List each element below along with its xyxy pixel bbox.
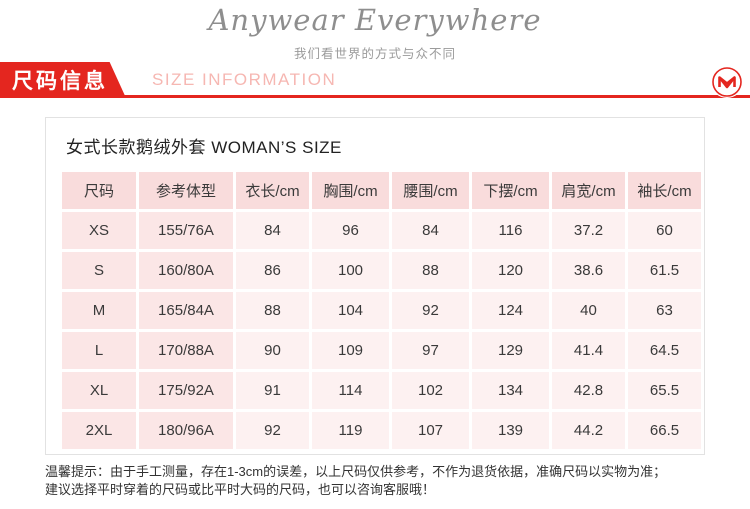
note-line-1: 温馨提示：由于手工测量，存在1-3cm的误差，以上尺码仅供参考，不作为退货依据，…: [45, 464, 667, 479]
cell-size: S: [62, 252, 136, 289]
cell-sleeve: 64.5: [628, 332, 701, 369]
cell-waist: 97: [392, 332, 469, 369]
table-row-s: S 160/80A 86 100 88 120 38.6 61.5: [62, 252, 701, 289]
cell-size: M: [62, 292, 136, 329]
header-shoulder: 肩宽/cm: [552, 172, 625, 209]
cell-body-type: 155/76A: [139, 212, 233, 249]
table-row-2xl: 2XL 180/96A 92 119 107 139 44.2 66.5: [62, 412, 701, 449]
size-table: 尺码 参考体型 衣长/cm 胸围/cm 腰围/cm 下摆/cm 肩宽/cm 袖长…: [59, 169, 704, 452]
cell-body-type: 160/80A: [139, 252, 233, 289]
table-row-xs: XS 155/76A 84 96 84 116 37.2 60: [62, 212, 701, 249]
cell-waist: 88: [392, 252, 469, 289]
cell-bust: 109: [312, 332, 389, 369]
cell-shoulder: 44.2: [552, 412, 625, 449]
cell-size: L: [62, 332, 136, 369]
brand-title: Anywear Everywhere: [208, 3, 542, 37]
cell-length: 90: [236, 332, 309, 369]
size-info-banner: 尺码信息 SIZE INFORMATION: [0, 62, 750, 98]
brand-subtitle: 我们看世界的方式与众不同: [293, 47, 456, 61]
cell-size: 2XL: [62, 412, 136, 449]
cell-bust: 100: [312, 252, 389, 289]
cell-waist: 107: [392, 412, 469, 449]
cell-body-type: 170/88A: [139, 332, 233, 369]
cell-hem: 129: [472, 332, 549, 369]
banner-title-cn: 尺码信息: [12, 70, 108, 93]
header-body-type: 参考体型: [139, 172, 233, 209]
cell-hem: 139: [472, 412, 549, 449]
cell-shoulder: 38.6: [552, 252, 625, 289]
header-size: 尺码: [62, 172, 136, 209]
header-waist: 腰围/cm: [392, 172, 469, 209]
cell-sleeve: 63: [628, 292, 701, 329]
cell-body-type: 175/92A: [139, 372, 233, 409]
cell-body-type: 180/96A: [139, 412, 233, 449]
cell-bust: 114: [312, 372, 389, 409]
cell-sleeve: 65.5: [628, 372, 701, 409]
header-length: 衣长/cm: [236, 172, 309, 209]
m-monogram-icon: [711, 66, 743, 98]
note-line-2: 建议选择平时穿着的尺码或比平时大码的尺码，也可以咨询客服哦！: [45, 481, 436, 497]
header-bust: 胸围/cm: [312, 172, 389, 209]
header-hem: 下摆/cm: [472, 172, 549, 209]
brand-header: Anywear Everywhere 我们看世界的方式与众不同: [0, 0, 750, 62]
cell-waist: 84: [392, 212, 469, 249]
cell-bust: 104: [312, 292, 389, 329]
header-sleeve: 袖长/cm: [628, 172, 701, 209]
cell-shoulder: 40: [552, 292, 625, 329]
cell-size: XS: [62, 212, 136, 249]
banner-badge: 尺码信息: [0, 62, 126, 98]
size-table-header-row: 尺码 参考体型 衣长/cm 胸围/cm 腰围/cm 下摆/cm 肩宽/cm 袖长…: [62, 172, 701, 209]
measurement-note: 温馨提示：由于手工测量，存在1-3cm的误差，以上尺码仅供参考，不作为退货依据，…: [45, 463, 735, 498]
cell-hem: 134: [472, 372, 549, 409]
cell-size: XL: [62, 372, 136, 409]
cell-sleeve: 66.5: [628, 412, 701, 449]
cell-shoulder: 37.2: [552, 212, 625, 249]
cell-length: 84: [236, 212, 309, 249]
cell-length: 92: [236, 412, 309, 449]
cell-sleeve: 60: [628, 212, 701, 249]
banner-title-en: SIZE INFORMATION: [152, 70, 337, 89]
cell-hem: 116: [472, 212, 549, 249]
cell-shoulder: 42.8: [552, 372, 625, 409]
cell-length: 91: [236, 372, 309, 409]
size-chart-panel: 女式长款鹅绒外套 WOMAN’S SIZE 尺码 参考体型 衣长/cm 胸围/c…: [45, 117, 705, 455]
cell-bust: 96: [312, 212, 389, 249]
size-chart-title: 女式长款鹅绒外套 WOMAN’S SIZE: [66, 138, 342, 157]
table-row-l: L 170/88A 90 109 97 129 41.4 64.5: [62, 332, 701, 369]
banner-underline: [0, 95, 750, 98]
cell-shoulder: 41.4: [552, 332, 625, 369]
cell-hem: 120: [472, 252, 549, 289]
cell-length: 88: [236, 292, 309, 329]
table-row-xl: XL 175/92A 91 114 102 134 42.8 65.5: [62, 372, 701, 409]
cell-hem: 124: [472, 292, 549, 329]
table-row-m: M 165/84A 88 104 92 124 40 63: [62, 292, 701, 329]
cell-waist: 102: [392, 372, 469, 409]
cell-bust: 119: [312, 412, 389, 449]
cell-sleeve: 61.5: [628, 252, 701, 289]
cell-length: 86: [236, 252, 309, 289]
cell-waist: 92: [392, 292, 469, 329]
cell-body-type: 165/84A: [139, 292, 233, 329]
